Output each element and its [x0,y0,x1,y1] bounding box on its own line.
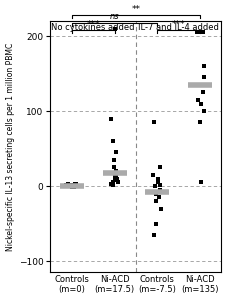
Point [199,101,203,106]
Point [201,90,205,95]
Point [73,182,77,186]
Point [72,183,76,188]
Text: ns: ns [110,13,119,22]
Point [109,182,113,186]
Point [75,182,78,186]
Y-axis label: Nickel-specific IL-13 secreting cells per 1 million PBMC: Nickel-specific IL-13 secreting cells pe… [5,43,15,251]
Text: ***: *** [86,20,100,29]
Point [70,184,74,189]
Point [154,221,158,226]
Point [111,180,115,185]
Point [67,182,70,187]
Point [114,150,118,155]
Point [112,139,115,143]
Point [70,183,74,188]
Point [196,98,200,102]
Point [156,180,160,185]
Point [75,184,79,188]
Point [64,182,68,187]
Point [66,182,70,186]
Point [198,82,202,87]
Point [158,188,162,192]
Point [114,169,117,173]
Point [154,191,158,196]
Point [157,176,160,181]
Point [199,180,203,185]
Point [153,184,157,188]
Point [73,184,76,188]
Point [114,174,117,179]
Point [68,182,71,187]
Point [74,184,77,188]
Point [197,30,201,35]
Point [202,109,205,113]
Text: IL-7 and IL-4 added: IL-7 and IL-4 added [138,22,219,32]
Point [73,184,76,188]
Point [158,195,161,200]
Point [113,170,116,175]
Point [67,183,71,188]
Point [65,182,69,187]
Text: ***: *** [172,20,185,29]
Point [202,64,206,68]
Point [158,165,162,170]
Point [113,178,116,182]
Point [114,172,118,177]
Point [113,26,117,31]
Point [65,182,68,187]
Text: **: ** [131,5,141,14]
Point [154,199,157,203]
Point [115,176,119,181]
Point [159,206,162,211]
Point [72,183,76,188]
Point [71,183,75,188]
Point [202,75,206,80]
Point [197,30,201,35]
Point [199,120,202,125]
Point [110,116,113,121]
Point [152,172,155,177]
Point [72,183,75,188]
Text: No cytokines added: No cytokines added [52,22,135,32]
Point [72,184,76,189]
Point [201,30,205,35]
Point [152,120,156,125]
Point [195,30,198,35]
Point [195,30,199,35]
Point [158,182,162,187]
Point [112,165,116,170]
Point [116,179,120,184]
Point [112,158,116,162]
Point [153,232,156,237]
Point [111,182,115,187]
